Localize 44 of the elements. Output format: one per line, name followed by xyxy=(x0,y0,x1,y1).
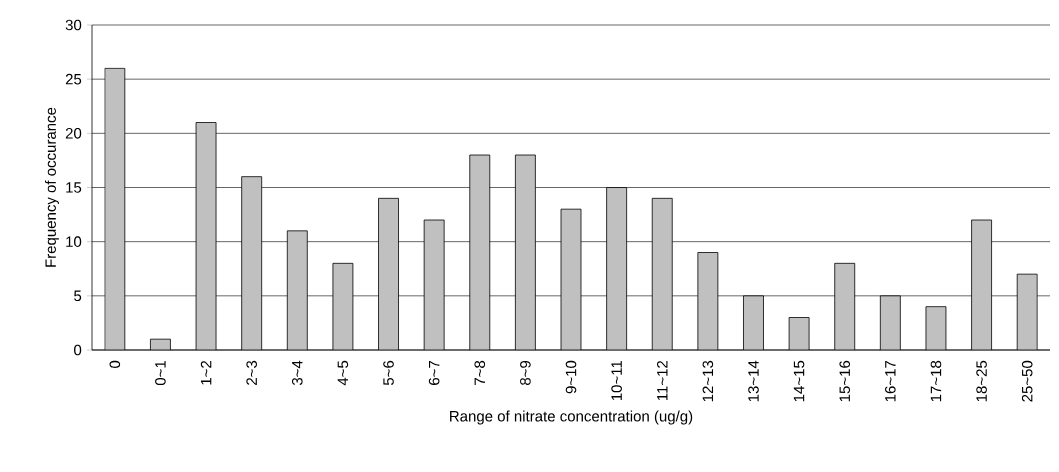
y-tick-label: 10 xyxy=(66,236,82,247)
x-tick-label: 13~14 xyxy=(748,360,759,402)
bar xyxy=(287,230,308,350)
bar xyxy=(241,176,262,350)
y-tick-label: 5 xyxy=(74,290,82,302)
x-tick-label: 2~3 xyxy=(246,360,257,385)
x-tick-label: 18~25 xyxy=(976,360,987,402)
x-tick-label: 7~8 xyxy=(474,360,486,385)
y-tick-label: 20 xyxy=(65,128,82,139)
bar xyxy=(378,198,399,350)
x-tick-label: 3~4 xyxy=(291,360,303,386)
y-axis-title: Frequency of occurance xyxy=(44,107,59,267)
x-tick-label: 4~5 xyxy=(337,360,349,386)
bar xyxy=(104,68,125,350)
x-tick-label: 6~7 xyxy=(428,360,440,385)
x-tick-label: 15~16 xyxy=(839,360,851,402)
bar xyxy=(971,220,992,350)
bar xyxy=(652,198,673,350)
x-tick-label: 8~9 xyxy=(520,360,531,385)
x-tick-label: 5~6 xyxy=(383,360,394,386)
x-tick-label: 11~12 xyxy=(657,360,668,401)
x-tick-label: 12~13 xyxy=(702,360,714,402)
bar xyxy=(606,187,627,350)
x-tick-label: 14~15 xyxy=(793,360,805,402)
bar xyxy=(469,155,490,350)
bar xyxy=(743,295,764,350)
x-tick-label: 17~18 xyxy=(930,360,942,402)
bar xyxy=(880,295,901,350)
x-tick-label: 9~10 xyxy=(565,360,577,394)
x-tick-label: 16~17 xyxy=(885,360,896,402)
bar xyxy=(424,220,445,350)
y-tick-label: 30 xyxy=(65,19,82,31)
y-tick-label: 15 xyxy=(66,182,82,193)
bar xyxy=(1016,273,1038,350)
y-tick-label: 25 xyxy=(65,73,82,85)
bar xyxy=(834,263,855,350)
x-tick-label: 25~50 xyxy=(1021,360,1033,402)
y-tick-label: 0 xyxy=(74,344,82,356)
x-tick-label: 0 xyxy=(109,360,121,368)
x-tick-label: 10~11 xyxy=(611,360,622,401)
x-axis-title: Range of nitrate concentration (ug/g) xyxy=(450,410,693,425)
x-tick-label: 0~1 xyxy=(155,360,166,386)
x-tick-label: 1~2 xyxy=(200,360,212,385)
bar xyxy=(515,155,536,350)
